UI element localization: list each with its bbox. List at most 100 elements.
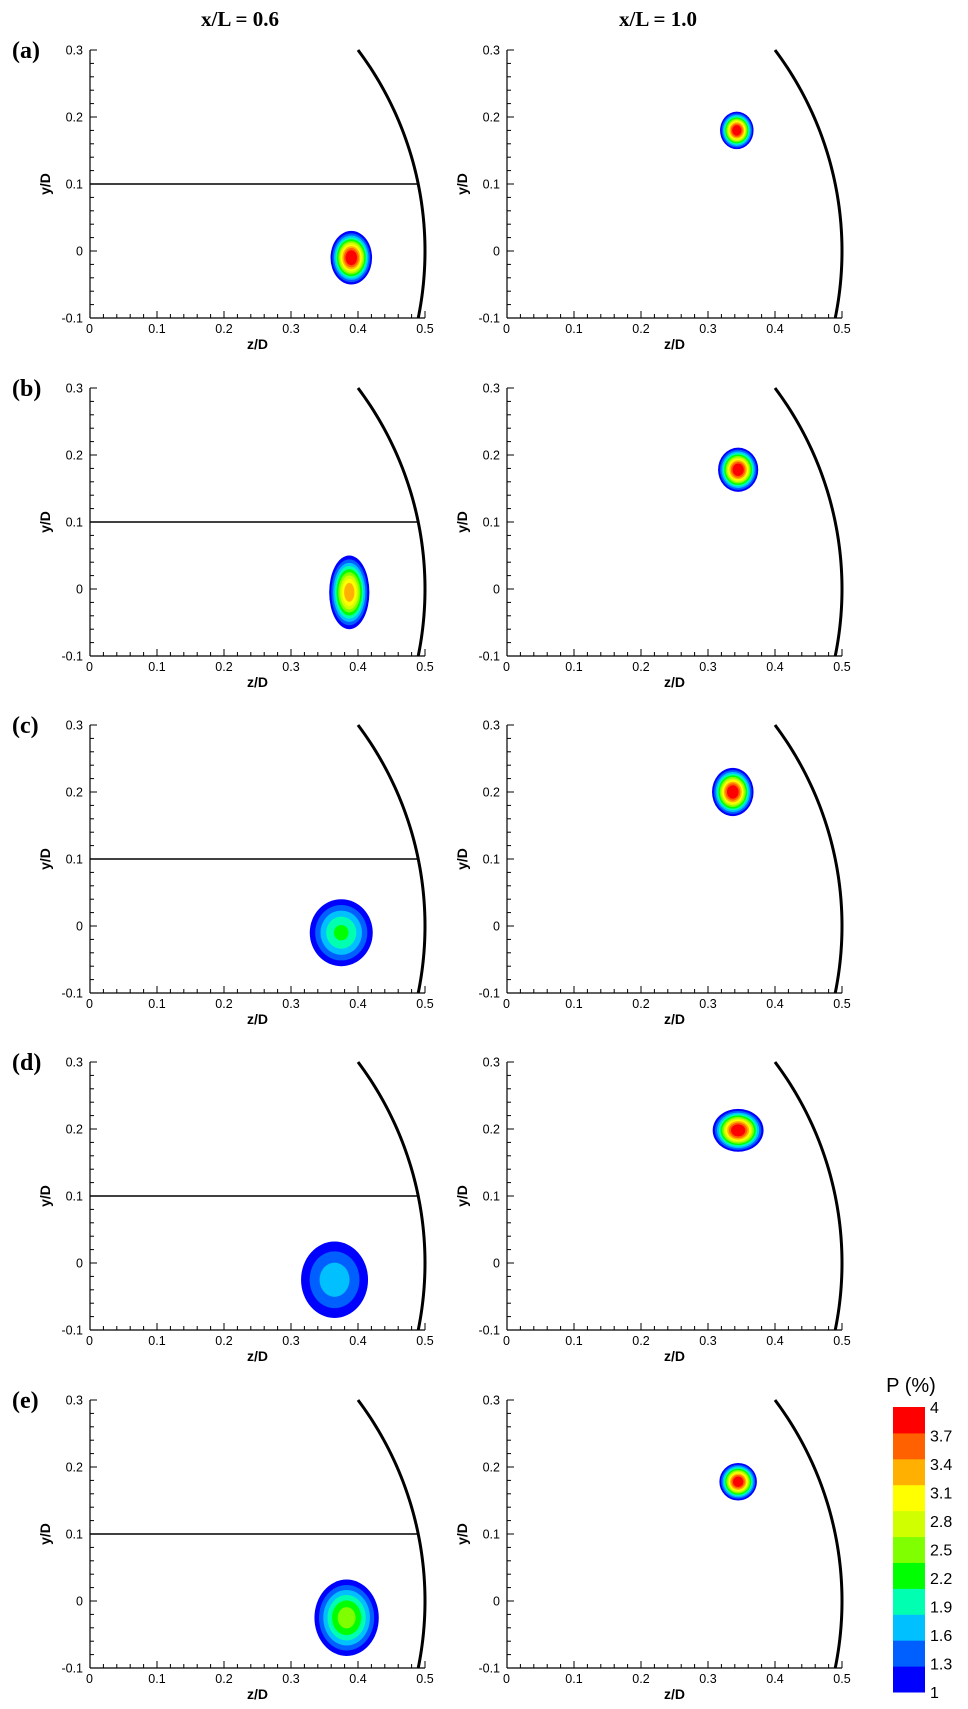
x-tick-label: 0 xyxy=(86,997,93,1011)
colorbar-band xyxy=(893,1484,925,1512)
y-tick-label: 0.3 xyxy=(483,382,500,396)
colorbar-title: P (%) xyxy=(886,1375,936,1397)
x-tick-label: 0.2 xyxy=(632,660,649,674)
y-tick-label: -0.1 xyxy=(61,987,83,1001)
x-axis-label: z/D xyxy=(664,1348,685,1364)
x-tick-label: 0.1 xyxy=(148,997,165,1011)
colorbar-band xyxy=(893,1432,925,1460)
colorbar-band xyxy=(893,1588,925,1615)
y-tick-label: 0.1 xyxy=(483,178,500,192)
contour-level xyxy=(732,1476,744,1487)
x-tick-label: 0.4 xyxy=(766,322,783,336)
panel-d-right: 0 0.1 0.2 0.3 0.4 0.5-0.100.10.20.3z/Dy/D xyxy=(454,1056,851,1365)
x-tick-label: 0.3 xyxy=(699,1672,716,1686)
x-tick-label: 0.5 xyxy=(833,1672,850,1686)
x-tick-label: 0 xyxy=(503,322,510,336)
colorbar-tick-label: 2.2 xyxy=(930,1571,952,1588)
y-tick-label: 0 xyxy=(493,1257,500,1271)
y-tick-label: 0 xyxy=(76,245,83,259)
panel-e-right: 0 0.1 0.2 0.3 0.4 0.5-0.100.10.20.3z/Dy/D xyxy=(454,1394,851,1703)
contour-level xyxy=(731,1124,746,1137)
x-tick-label: 0.3 xyxy=(282,997,299,1011)
y-axis-label: y/D xyxy=(454,1185,470,1207)
x-axis-label: z/D xyxy=(664,336,685,352)
y-tick-label: 0 xyxy=(76,1257,83,1271)
colorbar: P (%) 4 3.7 3.4 3.1 2.8 2.5 2.2 1.9 1.6 1.3 1 xyxy=(886,1375,952,1702)
x-tick-label: 0.2 xyxy=(215,660,232,674)
y-tick-label: 0.2 xyxy=(483,449,500,463)
panel-c-right: 0 0.1 0.2 0.3 0.4 0.5-0.100.10.20.3z/Dy/D xyxy=(454,719,851,1028)
y-tick-label: 0.3 xyxy=(483,1056,500,1070)
contour-blob xyxy=(314,1579,379,1656)
x-tick-label: 0.5 xyxy=(833,1334,850,1348)
colorbar-tick-label: 2.5 xyxy=(930,1543,952,1560)
y-tick-label: 0.3 xyxy=(66,44,83,58)
x-tick-label: 0.1 xyxy=(148,1672,165,1686)
colorbar-tick-label: 1.9 xyxy=(930,1600,952,1617)
y-axis-label: y/D xyxy=(37,848,53,870)
x-tick-label: 0.1 xyxy=(565,1334,582,1348)
wall-arc xyxy=(773,724,844,994)
x-tick-label: 0.1 xyxy=(565,322,582,336)
y-tick-label: 0.3 xyxy=(66,1394,83,1408)
y-tick-label: 0.3 xyxy=(483,1394,500,1408)
y-tick-label: 0 xyxy=(76,920,83,934)
x-tick-label: 0.1 xyxy=(148,1334,165,1348)
colorbar-tick-label: 3.7 xyxy=(930,1429,952,1446)
x-tick-label: 0.2 xyxy=(632,1334,649,1348)
x-tick-label: 0.4 xyxy=(349,322,366,336)
x-tick-label: 0.4 xyxy=(766,1672,783,1686)
y-tick-label: 0.3 xyxy=(66,719,83,733)
row-label: (a) xyxy=(12,38,40,64)
contour-level xyxy=(319,1262,350,1297)
x-tick-label: 0.3 xyxy=(282,1334,299,1348)
x-tick-label: 0 xyxy=(503,660,510,674)
y-tick-label: -0.1 xyxy=(478,650,500,664)
y-axis-label: y/D xyxy=(37,173,53,195)
x-tick-label: 0.2 xyxy=(632,997,649,1011)
x-tick-label: 0.1 xyxy=(565,1672,582,1686)
y-tick-label: 0 xyxy=(76,1595,83,1609)
y-tick-label: 0.1 xyxy=(66,1528,83,1542)
x-tick-label: 0.1 xyxy=(148,322,165,336)
y-axis-label: y/D xyxy=(37,511,53,533)
y-axis-label: y/D xyxy=(454,173,470,195)
y-axis-label: y/D xyxy=(37,1523,53,1545)
y-axis-label: y/D xyxy=(454,511,470,533)
y-tick-label: 0.2 xyxy=(66,111,83,125)
column-title-right: x/L = 1.0 xyxy=(619,7,697,31)
y-tick-label: 0.3 xyxy=(66,382,83,396)
contour-blob xyxy=(712,1108,764,1152)
x-tick-label: 0.2 xyxy=(215,1672,232,1686)
panel-a-right: 0 0.1 0.2 0.3 0.4 0.5-0.100.10.20.3z/Dy/D xyxy=(454,44,851,353)
x-tick-label: 0.3 xyxy=(699,660,716,674)
x-tick-label: 0 xyxy=(503,1672,510,1686)
y-tick-label: -0.1 xyxy=(478,987,500,1001)
colorbar-band xyxy=(893,1536,925,1563)
y-tick-label: 0.2 xyxy=(66,1461,83,1475)
y-tick-label: 0.2 xyxy=(66,1123,83,1137)
contour-level xyxy=(732,463,744,476)
x-tick-label: 0.3 xyxy=(282,1672,299,1686)
contour-blob xyxy=(712,767,754,817)
x-axis-label: z/D xyxy=(664,1011,685,1027)
y-tick-label: -0.1 xyxy=(61,312,83,326)
y-tick-label: 0 xyxy=(493,1595,500,1609)
colorbar-tick-label: 3.4 xyxy=(930,1457,952,1474)
x-tick-label: 0.2 xyxy=(215,997,232,1011)
panel-b-right: 0 0.1 0.2 0.3 0.4 0.5-0.100.10.20.3z/Dy/D xyxy=(454,382,851,691)
contour-blob xyxy=(720,111,754,150)
x-axis-label: z/D xyxy=(247,1348,268,1364)
x-tick-label: 0.4 xyxy=(349,660,366,674)
row-label: (b) xyxy=(12,376,41,402)
y-tick-label: 0.1 xyxy=(483,1528,500,1542)
wall-arc xyxy=(773,1061,844,1331)
x-tick-label: 0.4 xyxy=(766,997,783,1011)
x-tick-label: 0.2 xyxy=(215,1334,232,1348)
contour-blob xyxy=(309,899,373,967)
x-tick-label: 0.2 xyxy=(632,1672,649,1686)
y-tick-label: 0.2 xyxy=(66,786,83,800)
x-tick-label: 0 xyxy=(86,1334,93,1348)
colorbar-tick-label: 3.1 xyxy=(930,1486,952,1503)
x-tick-label: 0.5 xyxy=(416,1672,433,1686)
